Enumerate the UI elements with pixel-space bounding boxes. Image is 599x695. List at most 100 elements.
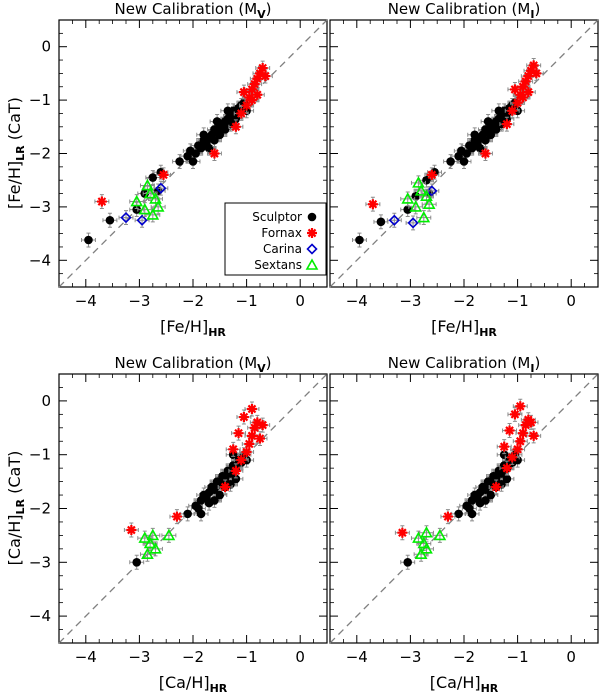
series-sextans bbox=[410, 525, 448, 562]
data-point-sextans bbox=[146, 208, 160, 220]
data-point-fornax bbox=[260, 71, 271, 82]
data-point-sculptor bbox=[481, 496, 490, 505]
error-bar bbox=[413, 546, 429, 562]
data-point-sculptor bbox=[183, 509, 192, 519]
error-bar bbox=[405, 215, 421, 231]
panel-title-end: ) bbox=[266, 354, 272, 372]
data-point-fornax bbox=[236, 108, 247, 119]
x-tick-label: 0 bbox=[566, 648, 576, 666]
x-tick-label: −4 bbox=[346, 648, 368, 666]
data-point-fornax bbox=[246, 95, 257, 106]
error-bar bbox=[161, 527, 177, 543]
legend: Sculptor Fornax Carina Sextans bbox=[224, 202, 327, 276]
data-point-fornax bbox=[523, 87, 534, 98]
data-point-sextans bbox=[412, 176, 425, 188]
legend-label: Sextans bbox=[254, 258, 302, 272]
data-point-fornax bbox=[507, 452, 518, 463]
x-tick-label: −1 bbox=[236, 648, 258, 666]
data-point-sculptor bbox=[486, 130, 496, 140]
data-point-sextans bbox=[149, 192, 162, 204]
data-point-sextans bbox=[422, 197, 436, 210]
data-point-fornax bbox=[252, 89, 263, 100]
x-tick-label: −3 bbox=[399, 648, 421, 666]
y-tick-label: −3 bbox=[29, 553, 51, 571]
data-point-sculptor bbox=[212, 117, 222, 126]
data-point-fornax bbox=[246, 84, 257, 95]
data-point-fornax bbox=[515, 401, 526, 412]
data-point-sculptor bbox=[215, 490, 225, 500]
data-point-sextans bbox=[420, 542, 433, 554]
data-point-carina bbox=[426, 185, 438, 197]
legend-marker-sculptor bbox=[307, 212, 317, 222]
one-to-one-line bbox=[58, 373, 328, 644]
data-point-sculptor bbox=[105, 215, 115, 225]
data-point-sculptor bbox=[462, 149, 471, 158]
data-point-sculptor bbox=[148, 173, 158, 182]
data-point-fornax bbox=[501, 463, 512, 474]
x-axis-label-panel-1-sub: HR bbox=[208, 326, 226, 339]
data-point-carina bbox=[407, 217, 419, 229]
data-point-fornax bbox=[515, 436, 526, 447]
data-point-fornax bbox=[241, 447, 252, 458]
series-fornax bbox=[365, 57, 544, 212]
data-point-fornax bbox=[96, 196, 107, 207]
x-tick-label: −1 bbox=[507, 292, 529, 310]
data-point-sculptor bbox=[196, 509, 206, 519]
data-point-sextans bbox=[409, 200, 423, 212]
series-carina bbox=[386, 183, 440, 231]
legend-marker-sextans bbox=[305, 258, 319, 270]
data-point-fornax bbox=[520, 76, 531, 87]
series-sextans bbox=[400, 175, 437, 226]
error-bar bbox=[410, 530, 426, 546]
x-tick-label: −1 bbox=[236, 292, 258, 310]
y-tick-label: −1 bbox=[29, 446, 51, 464]
panel-title-main: New Calibration (M bbox=[388, 0, 531, 18]
panel-title-sub: I bbox=[530, 8, 534, 21]
series-sculptor bbox=[400, 447, 526, 570]
x-tick-label: −2 bbox=[182, 648, 204, 666]
data-point-fornax bbox=[249, 79, 260, 90]
data-point-fornax bbox=[528, 430, 539, 441]
data-point-sculptor bbox=[491, 125, 501, 134]
data-point-sextans bbox=[151, 200, 165, 212]
data-point-fornax bbox=[230, 465, 241, 476]
data-point-sculptor bbox=[132, 205, 142, 214]
panel-1: −4 −3 −2 −1 0 −4 −3 −2 −1 0 New Calibration (MV) Sc… bbox=[29, 0, 328, 310]
data-point-sculptor bbox=[459, 157, 469, 166]
x-axis-label-panel-1: [Fe/H]HR bbox=[160, 317, 226, 339]
data-point-fornax bbox=[252, 73, 263, 84]
x-axis-label-panel-4: [Ca/H]HR bbox=[430, 673, 499, 695]
data-point-fornax bbox=[509, 84, 520, 95]
data-point-fornax bbox=[257, 420, 268, 431]
legend-label: Sculptor bbox=[252, 210, 302, 224]
x-axis-label-panel-2: [Fe/H]HR bbox=[431, 317, 497, 339]
data-point-sextans bbox=[143, 186, 157, 199]
x-tick-label: −4 bbox=[346, 292, 368, 310]
y-axis-label-top-sub: LR bbox=[14, 145, 27, 161]
data-point-carina bbox=[155, 182, 167, 194]
data-point-fornax bbox=[228, 444, 239, 455]
data-point-sextans bbox=[420, 189, 433, 202]
series-sextans bbox=[137, 527, 177, 562]
data-point-sculptor bbox=[376, 217, 386, 227]
error-bar bbox=[139, 546, 155, 562]
data-point-fornax bbox=[517, 428, 528, 439]
x-axis-label-panel-2-main: [Fe/H] bbox=[431, 317, 479, 336]
panel-title-end: ) bbox=[534, 0, 540, 18]
data-point-fornax bbox=[158, 169, 169, 180]
error-bar bbox=[386, 212, 402, 228]
error-bar bbox=[419, 525, 434, 541]
panel-title-main: New Calibration (M bbox=[114, 0, 257, 18]
y-tick-label: −2 bbox=[29, 145, 51, 163]
x-axis-label-panel-3: [Ca/H]HR bbox=[159, 673, 228, 695]
panel-title: New Calibration (MV) bbox=[114, 354, 271, 375]
y-tick-label: −1 bbox=[29, 91, 51, 109]
y-axis-label-bottom-suffix: (CaT) bbox=[5, 451, 24, 499]
data-point-sculptor bbox=[494, 106, 504, 116]
data-point-fornax bbox=[512, 97, 523, 108]
legend-marker-fornax bbox=[307, 228, 317, 238]
data-point-sextans bbox=[141, 547, 154, 560]
data-point-fornax bbox=[244, 438, 255, 449]
data-point-sextans bbox=[412, 531, 425, 543]
data-point-sextans bbox=[149, 542, 162, 554]
